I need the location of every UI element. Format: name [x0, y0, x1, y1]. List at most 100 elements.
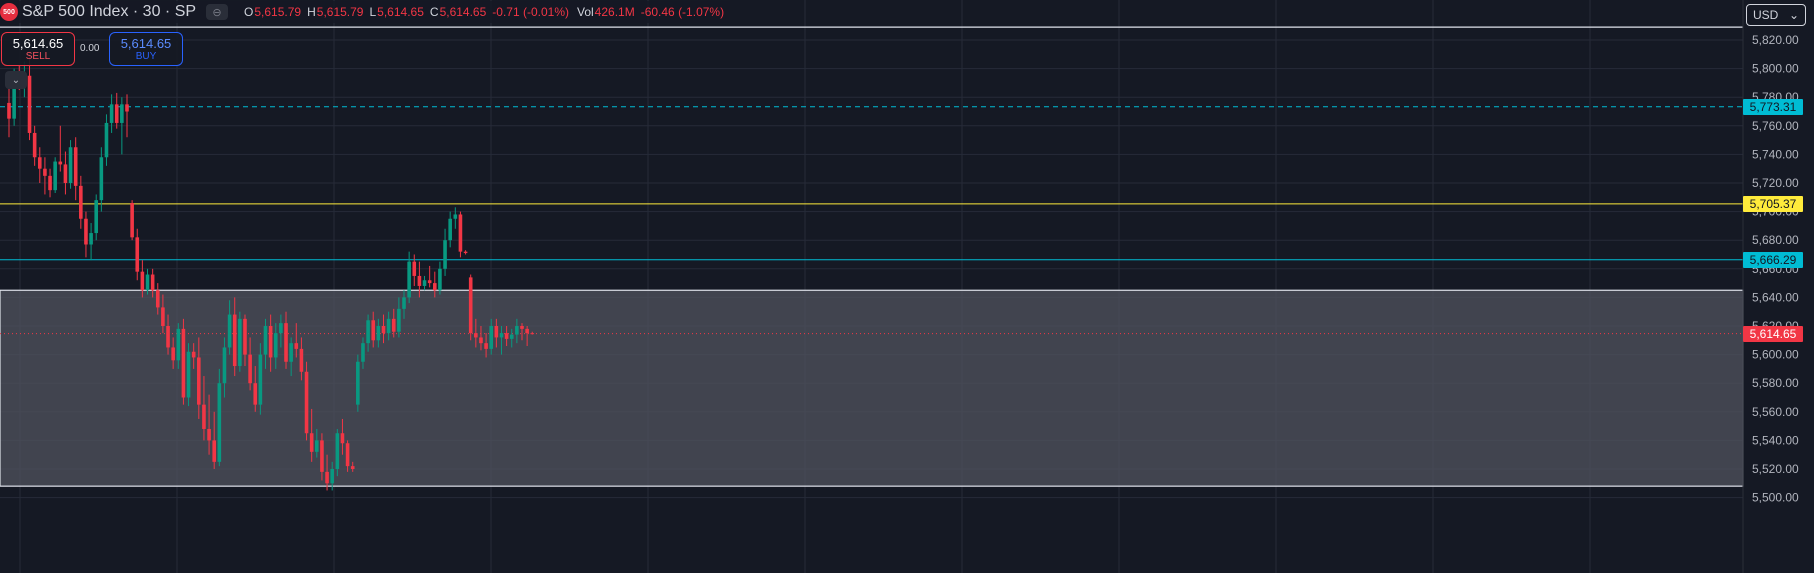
volume-change: -60.46 (-1.07%) [640, 5, 725, 19]
candle [320, 433, 324, 481]
candle-body [489, 326, 494, 349]
buy-button[interactable]: 5,614.65 BUY [109, 32, 183, 66]
y-tick-label: 5,600.00 [1752, 348, 1799, 362]
candle [463, 250, 468, 255]
candle [150, 268, 155, 298]
candle [53, 157, 57, 194]
candle-body [155, 290, 160, 308]
candle [166, 314, 170, 355]
candle-body [299, 348, 304, 372]
candle [407, 251, 411, 304]
candle [371, 311, 376, 348]
candle [32, 125, 37, 166]
candle-body [350, 466, 355, 469]
candle-body [232, 314, 237, 367]
candle-body [140, 271, 145, 291]
high-key: H [307, 5, 316, 19]
price-zone-rect [0, 289, 1744, 487]
candle [73, 137, 78, 201]
candle [427, 265, 432, 288]
candle [509, 328, 514, 348]
candle [340, 418, 345, 455]
candle-body [207, 428, 211, 441]
candle [130, 200, 134, 241]
candle-body [386, 318, 391, 334]
candle [453, 207, 458, 229]
candle-body [263, 326, 268, 355]
current-price-badge: 5,614.65 [1743, 325, 1803, 342]
candle-body [458, 214, 463, 252]
spread-value: 0.00 [80, 43, 100, 54]
candle [515, 318, 519, 344]
candle [207, 394, 211, 455]
candle [299, 337, 304, 381]
candle [27, 51, 32, 141]
candle [309, 408, 314, 462]
candle [145, 268, 150, 295]
candle [191, 343, 196, 369]
candle-body [125, 104, 129, 112]
candle-body [463, 251, 468, 254]
candle [402, 290, 406, 319]
candle-body [504, 333, 509, 339]
candle-body [176, 328, 181, 361]
candle-body [181, 328, 186, 398]
sell-button[interactable]: 5,614.65 SELL [1, 32, 75, 66]
candle-body [73, 147, 78, 186]
candle [94, 194, 99, 241]
change-value: -0.71 (-0.01%) [492, 5, 569, 19]
candle [212, 411, 216, 469]
candle [494, 318, 499, 348]
candle-body [325, 471, 329, 484]
candle-body [109, 104, 114, 123]
candle [489, 318, 494, 355]
candle [161, 294, 165, 334]
candle-body [104, 122, 109, 158]
candle-body [412, 261, 417, 276]
sell-label: SELL [25, 50, 51, 62]
candle-body [335, 433, 340, 469]
chevron-down-icon[interactable]: ⌄ [5, 71, 27, 89]
candle-body [130, 203, 134, 238]
close-value: 5,614.65 [439, 5, 487, 19]
candle [391, 308, 396, 338]
legend-toggle-icon[interactable]: ⊖ [206, 4, 229, 20]
candle-body [63, 164, 68, 183]
candle [114, 92, 119, 129]
candle [197, 337, 201, 419]
currency-select[interactable]: USD ⌄ [1746, 4, 1806, 26]
candle-body [94, 200, 99, 234]
candle-body [479, 337, 483, 344]
candle [325, 454, 329, 491]
candle [268, 314, 273, 372]
candle-body [309, 433, 314, 452]
y-tick-label: 5,720.00 [1752, 176, 1799, 190]
candle [479, 326, 483, 351]
candle-body [397, 308, 401, 332]
candle-body [197, 357, 201, 405]
y-tick-label: 5,740.00 [1752, 147, 1799, 161]
y-tick-label: 5,500.00 [1752, 491, 1799, 505]
symbol-title[interactable]: S&P 500 Index · 30 · SP [22, 3, 197, 20]
candle-body [186, 351, 191, 398]
candle-body [315, 440, 319, 452]
candle-body [166, 326, 170, 348]
candle [258, 343, 263, 415]
candle-body [484, 343, 488, 349]
candle-body [361, 343, 365, 362]
candle [330, 461, 334, 491]
symbol-legend: 500 S&P 500 Index · 30 · SP ⊖ O 5,615.79 … [0, 1, 731, 23]
currency-label: USD [1753, 8, 1779, 22]
candle [125, 94, 129, 138]
horizontal-lines[interactable] [0, 106, 1743, 335]
candle-body [217, 383, 222, 462]
candle [217, 368, 222, 467]
candle [458, 211, 463, 258]
candle-body [43, 168, 47, 176]
candle [253, 366, 258, 412]
line-price-badge: 5,705.37 [1743, 195, 1803, 212]
candle-body [443, 240, 447, 269]
